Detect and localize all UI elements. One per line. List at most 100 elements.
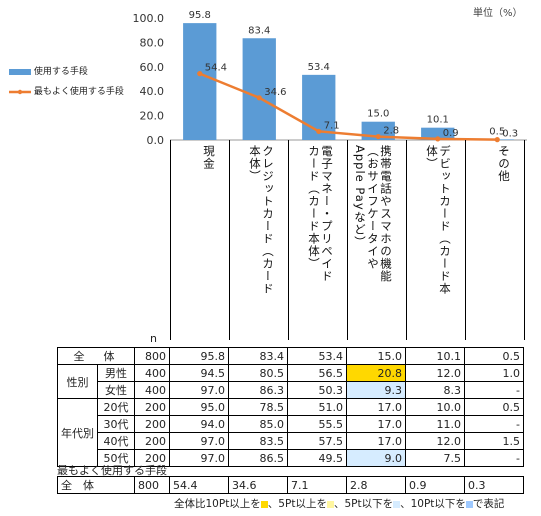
legend-line-series: 最もよく使用する手段 xyxy=(9,84,124,97)
table-row: 30代 200 94.0 85.0 55.5 17.0 11.0- xyxy=(58,415,524,433)
table-cell: 95.8 xyxy=(169,347,229,365)
table-cell: 7.5 xyxy=(405,449,465,467)
table-cell: 12.0 xyxy=(405,364,465,382)
note-text: 、5Pt以下を xyxy=(333,498,394,510)
note-color-swatch xyxy=(393,500,401,508)
y-tick-label: 60.0 xyxy=(140,61,165,74)
bar xyxy=(242,38,276,140)
row-n: 400 xyxy=(134,364,170,382)
bar-data-label: 83.4 xyxy=(248,25,270,36)
table-cell: 1.0 xyxy=(464,364,524,382)
unit-label: 単位（%） xyxy=(473,8,523,19)
table-cell: 7.1 xyxy=(287,476,347,494)
row-sub-label: 30代 xyxy=(97,415,135,433)
table-cell: 57.5 xyxy=(287,432,347,450)
row-n: 400 xyxy=(134,381,170,399)
table-cell: 17.0 xyxy=(346,398,406,416)
line-data-label: 34.6 xyxy=(264,87,286,98)
bar xyxy=(421,127,455,140)
table-cell: 56.5 xyxy=(287,364,347,382)
data-table: 全 体 800 95.8 83.4 53.4 15.0 10.1 0.5 性別 男性 400 94.5… xyxy=(57,347,524,467)
table-cell: 12.0 xyxy=(405,432,465,450)
row-n: 200 xyxy=(134,415,170,433)
bar xyxy=(183,23,217,140)
table-cell: 95.0 xyxy=(169,398,229,416)
bar-data-label: 15.0 xyxy=(367,109,389,120)
table-cell: 2.8 xyxy=(346,476,406,494)
y-tick-label: 40.0 xyxy=(140,85,165,98)
table-cell: 78.5 xyxy=(228,398,288,416)
category-label: 電子マネー・プリペイド カード（カード本体） xyxy=(307,145,334,283)
bar-data-label: 0.5 xyxy=(489,126,505,137)
row-sub-label: 男性 xyxy=(97,364,135,382)
legend-line-swatch xyxy=(9,89,31,94)
line-point xyxy=(494,137,500,143)
line-point xyxy=(316,128,322,134)
line-series xyxy=(199,72,498,141)
bar-data-label: 10.1 xyxy=(427,115,449,126)
row-n: 200 xyxy=(134,432,170,450)
line-data-label: 0.3 xyxy=(502,129,518,140)
table-cell: 17.0 xyxy=(346,432,406,450)
table-cell: 86.3 xyxy=(228,381,288,399)
row-n: 800 xyxy=(134,347,170,365)
table-cell: 8.3 xyxy=(405,381,465,399)
y-tick-label: 0.0 xyxy=(147,134,165,147)
table-cell: 94.5 xyxy=(169,364,229,382)
legend-bar-swatch xyxy=(9,68,31,75)
table-cell: 0.5 xyxy=(464,347,524,365)
note-color-swatch xyxy=(326,500,334,508)
row-n: 200 xyxy=(134,449,170,467)
table-row: 全 体 800 54.4 34.6 7.1 2.8 0.9 0.3 xyxy=(57,476,524,494)
table-cell: 0.9 xyxy=(405,476,465,494)
line-point xyxy=(435,136,441,142)
table-row: 年代別 20代 200 95.0 78.5 51.0 17.0 10.0 0.5 xyxy=(57,398,524,467)
y-tick-label: 80.0 xyxy=(140,36,165,49)
category-label: その他 xyxy=(497,145,511,183)
table-cell: 9.0 xyxy=(346,449,406,467)
table-cell: 97.0 xyxy=(169,381,229,399)
category-label: デビットカード（カード本 体） xyxy=(425,145,452,295)
table-cell: 97.0 xyxy=(169,449,229,467)
bar-data-label: 53.4 xyxy=(308,62,330,73)
category-label: 携帯電話やスマホの機能 （おサイフケータイや Apple Payなど） xyxy=(353,145,393,283)
table-cell: 10.0 xyxy=(405,398,465,416)
table-cell: - xyxy=(464,449,524,467)
most-used-title: 最もよく使用する手段 xyxy=(57,464,167,477)
table-cell: 94.0 xyxy=(169,415,229,433)
line-data-label: 54.4 xyxy=(205,63,227,74)
table-cell: 49.5 xyxy=(287,449,347,467)
table-cell: 53.4 xyxy=(287,347,347,365)
line-point xyxy=(197,71,203,77)
row-sub-label: 20代 xyxy=(97,398,135,416)
row-sub-label: 女性 xyxy=(97,381,135,399)
highlight-note: 全体比10Pt以上を 、5Pt以上を 、5Pt以下を 、10Pt以下を で表記 xyxy=(174,496,504,511)
table-cell: 9.3 xyxy=(346,381,406,399)
note-text: 全体比10Pt以上を xyxy=(174,498,261,510)
legend-line-label: 最もよく使用する手段 xyxy=(33,87,124,97)
row-group-label: 年代別 xyxy=(57,398,98,467)
table-cell: 0.3 xyxy=(464,476,524,494)
table-cell: 1.5 xyxy=(464,432,524,450)
row-n: 200 xyxy=(134,398,170,416)
table-cell: 80.5 xyxy=(228,364,288,382)
table-cell: 15.0 xyxy=(346,347,406,365)
table-cell: 83.4 xyxy=(228,347,288,365)
table-cell: - xyxy=(464,381,524,399)
y-tick-label: 20.0 xyxy=(140,110,165,123)
table-cell: 85.0 xyxy=(228,415,288,433)
row-group-label: 全 体 xyxy=(57,476,135,494)
category-label: 現金 xyxy=(202,145,216,170)
row-n: 800 xyxy=(134,476,170,494)
line-data-label: 2.8 xyxy=(383,126,399,137)
table-cell: 54.4 xyxy=(169,476,229,494)
table-cell: 0.5 xyxy=(464,398,524,416)
n-header: n xyxy=(150,332,157,345)
table-cell: - xyxy=(464,415,524,433)
table-cell: 83.5 xyxy=(228,432,288,450)
row-sub-label: 50代 xyxy=(97,449,135,467)
table-row: 性別 男性 400 94.5 80.5 56.5 20.8 12.0 1.0 xyxy=(57,364,524,399)
row-group-label: 性別 xyxy=(57,364,98,399)
row-sub-label: 40代 xyxy=(97,432,135,450)
category-label: クレジットカード（カード 本体） xyxy=(248,145,275,295)
